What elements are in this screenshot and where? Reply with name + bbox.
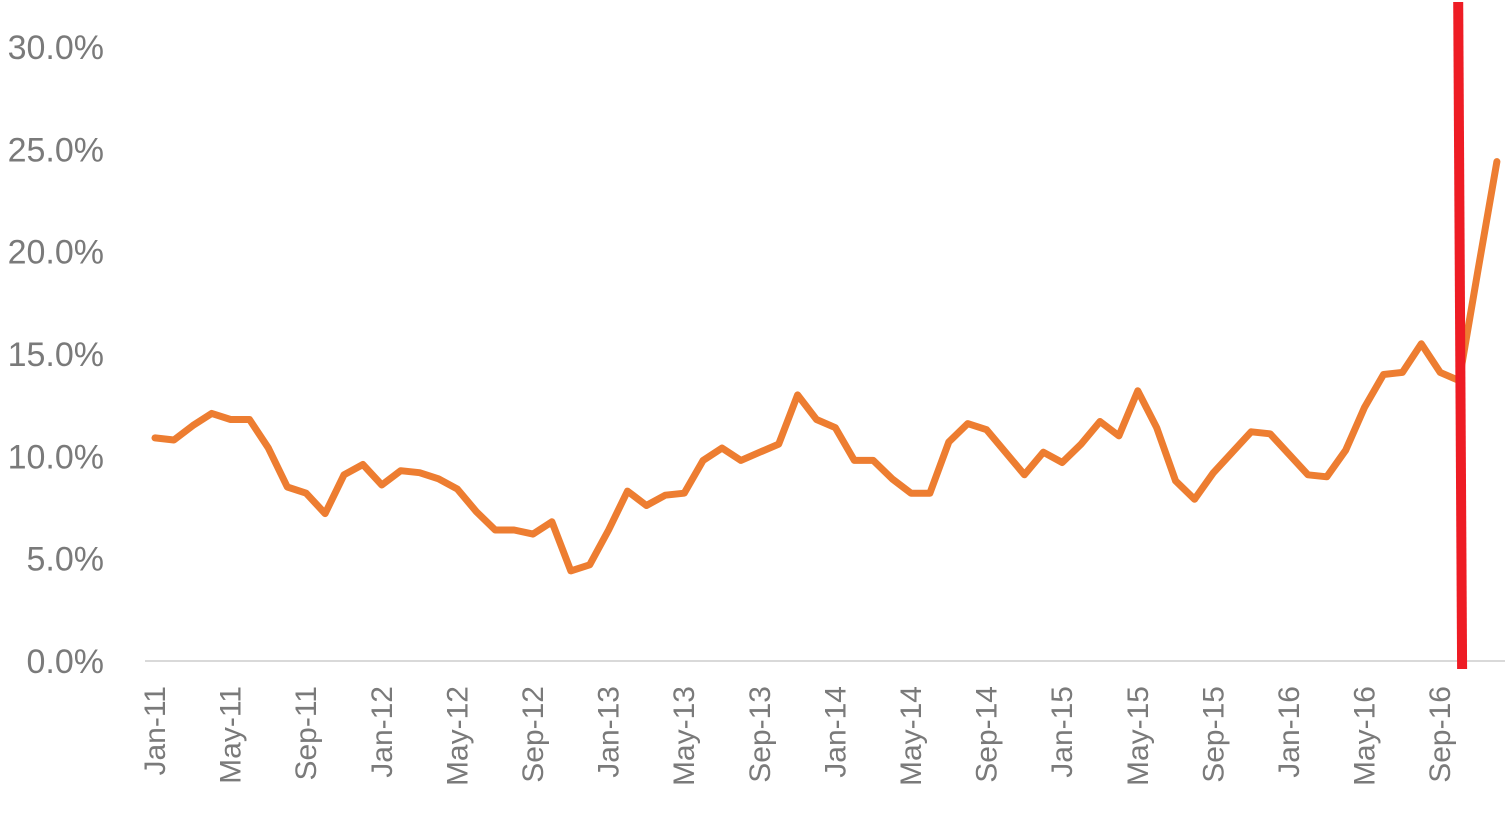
- series-group: [151, 158, 1501, 575]
- x-tick-label: May-12: [441, 686, 474, 786]
- y-tick-label: 15.0%: [8, 336, 104, 374]
- x-tick-label: Sep-12: [517, 686, 550, 783]
- x-tick-label: Sep-15: [1197, 686, 1230, 783]
- x-tick-label: May-13: [668, 686, 701, 786]
- x-tick-label: May-14: [895, 686, 928, 786]
- x-tick-label: May-15: [1122, 686, 1155, 786]
- x-tick-label: May-11: [215, 686, 248, 784]
- annotation-group: [1453, 1, 1468, 670]
- x-tick-label: Jan-16: [1273, 686, 1306, 778]
- x-tick-label: Sep-13: [744, 686, 777, 783]
- y-tick-label: 30.0%: [8, 29, 104, 67]
- y-tick-label: 25.0%: [8, 131, 104, 169]
- x-tick-label: Jan-14: [819, 686, 852, 778]
- x-tick-label: Jan-13: [593, 686, 626, 778]
- series-line: [151, 158, 1501, 575]
- y-tick-label: 0.0%: [27, 643, 105, 681]
- x-tick-label: Sep-11: [290, 686, 323, 781]
- x-tick-label: Jan-12: [366, 686, 399, 778]
- x-tick-label: May-16: [1349, 686, 1382, 786]
- y-tick-label: 10.0%: [8, 438, 104, 476]
- x-tick-label: Jan-15: [1046, 686, 1079, 778]
- x-tick-label: Jan-11: [139, 686, 172, 776]
- y-axis-tick-labels: 0.0% 5.0% 10.0% 15.0% 20.0% 25.0% 30.0%: [8, 29, 104, 681]
- y-tick-label: 5.0%: [27, 541, 105, 579]
- y-tick-label: 20.0%: [8, 234, 104, 272]
- x-axis-tick-labels: Jan-11 May-11 Sep-11 Jan-12 May-12 Sep-12 Jan-…: [139, 686, 1457, 786]
- x-tick-label: Sep-14: [971, 686, 1004, 783]
- x-tick-label: Sep-16: [1424, 686, 1457, 783]
- red-marker-line: [1453, 1, 1468, 670]
